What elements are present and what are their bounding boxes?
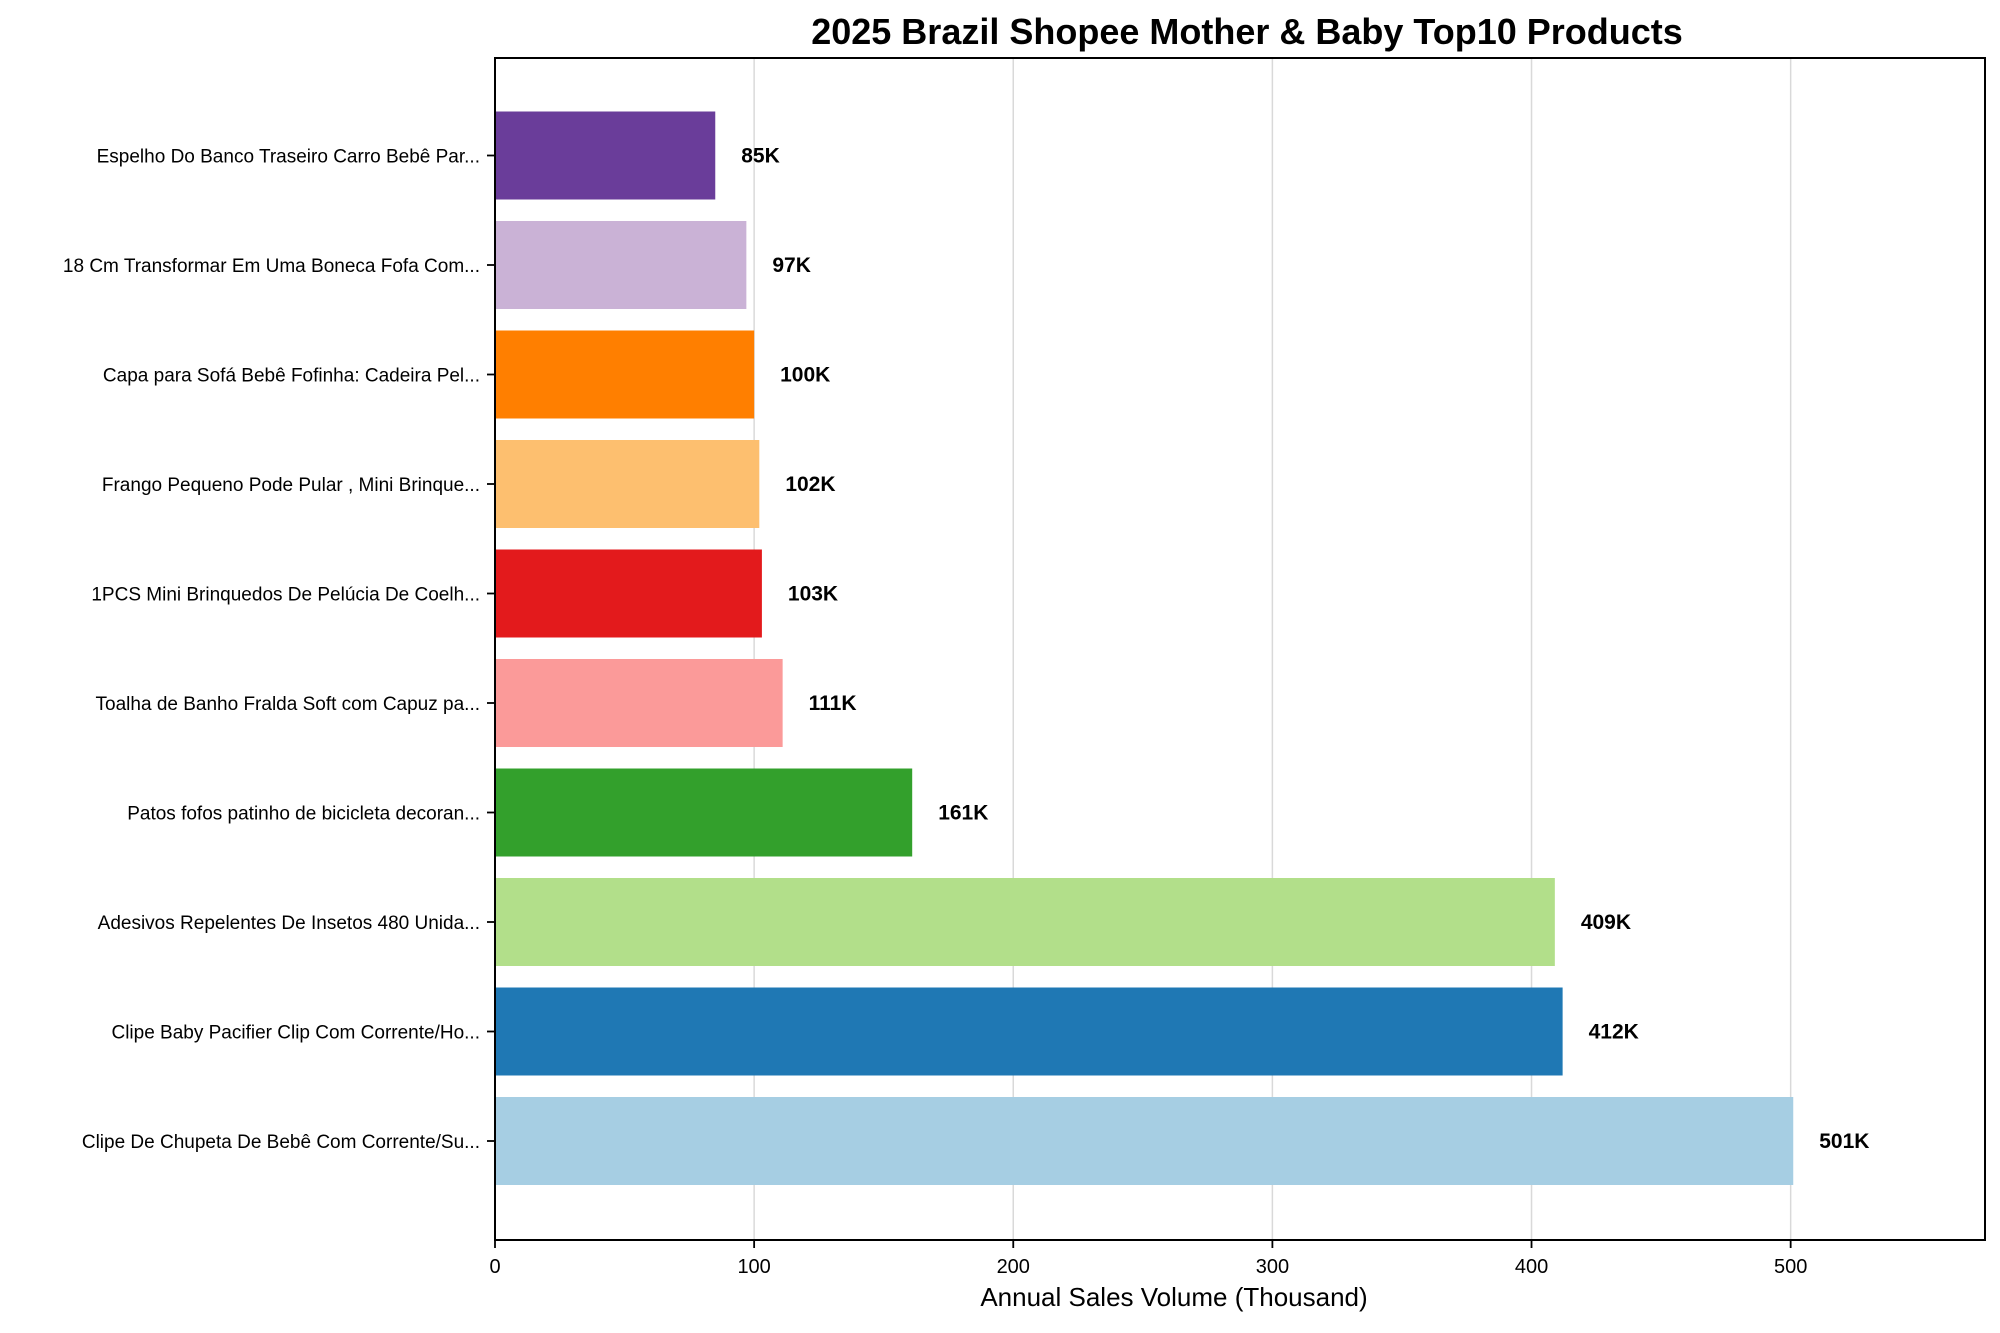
x-tick-label: 200 (997, 1256, 1030, 1278)
bar (495, 330, 755, 419)
x-axis-label: Annual Sales Volume (Thousand) (980, 1282, 1367, 1312)
value-label: 409K (1581, 911, 1631, 934)
bar (495, 1097, 1794, 1185)
category-label: 18 Cm Transformar Em Uma Boneca Fofa Com… (63, 256, 480, 277)
value-label: 100K (780, 364, 830, 387)
x-tick-label: 100 (737, 1256, 770, 1278)
x-tick-label: 400 (1515, 1256, 1548, 1278)
plot-frame (494, 57, 1986, 1241)
bar (495, 987, 1563, 1076)
value-label: 97K (772, 254, 811, 277)
value-label: 412K (1589, 1021, 1639, 1044)
category-label: Clipe De Chupeta De Bebê Com Corrente/Su… (82, 1132, 480, 1153)
bar (495, 221, 747, 309)
value-label: 85K (741, 145, 780, 168)
x-tick-label: 300 (1256, 1256, 1289, 1278)
value-label: 501K (1819, 1130, 1869, 1153)
bar (495, 768, 913, 857)
value-label: 103K (788, 583, 838, 606)
category-label: Capa para Sofá Bebê Fofinha: Cadeira Pel… (103, 366, 480, 387)
bar (495, 549, 762, 638)
value-label: 102K (785, 473, 835, 496)
chart-title: 2025 Brazil Shopee Mother & Baby Top10 P… (811, 11, 1683, 52)
bar (495, 659, 783, 747)
bar (495, 440, 760, 528)
category-label: Adesivos Repelentes De Insetos 480 Unida… (98, 913, 480, 934)
bar (495, 878, 1555, 966)
x-tick-label: 0 (489, 1256, 500, 1278)
category-label: 1PCS Mini Brinquedos De Pelúcia De Coelh… (91, 585, 480, 606)
category-label: Patos fofos patinho de bicicleta decoran… (127, 804, 480, 825)
category-label: Frango Pequeno Pode Pular , Mini Brinque… (102, 475, 480, 496)
bars (495, 111, 1794, 1185)
x-tick-label: 500 (1774, 1256, 1807, 1278)
category-label: Espelho Do Banco Traseiro Carro Bebê Par… (97, 147, 480, 168)
value-labels: 501K 412K 409K 161K 111K 103K 102K 100K 97K 85K (741, 145, 1869, 1154)
category-label: Clipe Baby Pacifier Clip Com Corrente/Ho… (111, 1023, 480, 1044)
value-label: 161K (938, 802, 988, 825)
bar (495, 111, 716, 200)
value-label: 111K (809, 692, 857, 715)
x-axis: 0 100 200 300 400 500 (489, 1240, 1807, 1278)
y-axis: Clipe De Chupeta De Bebê Com Corrente/Su… (63, 147, 495, 1153)
category-label: Toalha de Banho Fralda Soft com Capuz pa… (96, 694, 480, 715)
